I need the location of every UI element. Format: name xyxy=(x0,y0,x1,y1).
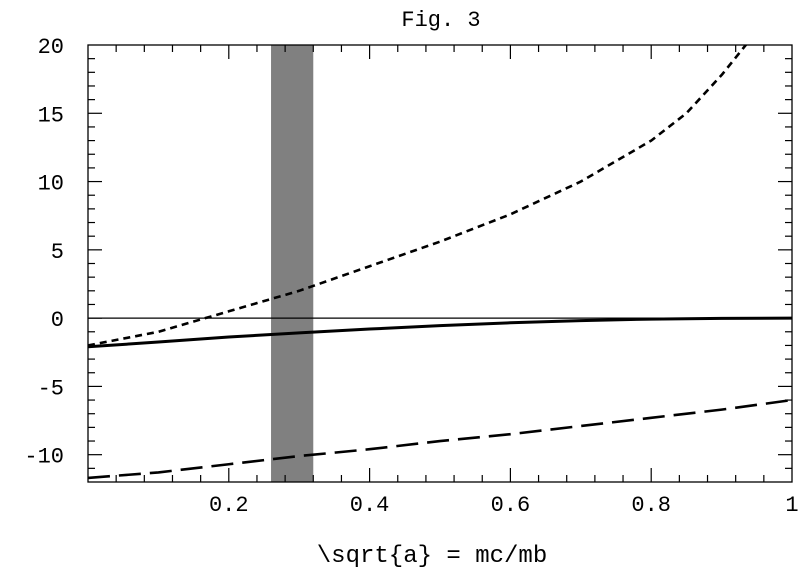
x-tick-label: 0.6 xyxy=(491,493,531,518)
x-tick-label: 0.4 xyxy=(350,493,390,518)
x-tick-label: 1 xyxy=(785,493,798,518)
y-tick-label: 20 xyxy=(38,35,64,60)
series-line-3 xyxy=(88,398,792,480)
y-tick-label: 10 xyxy=(38,172,64,197)
y-tick-label: 5 xyxy=(51,240,64,265)
chart-title: Fig. 3 xyxy=(401,8,480,33)
y-tick-label: -10 xyxy=(24,445,64,470)
y-tick-label: 15 xyxy=(38,103,64,128)
plot-frame xyxy=(87,44,793,483)
x-axis-label: \sqrt{a} = mc/mb xyxy=(317,543,547,570)
x-tick-label: 0.8 xyxy=(631,493,671,518)
x-tick-label: 0.2 xyxy=(209,493,249,518)
shaded-band xyxy=(271,45,314,482)
series-line-2 xyxy=(88,45,748,347)
y-tick-label: -5 xyxy=(38,376,64,401)
y-tick-label: 0 xyxy=(51,308,64,333)
series-line-1 xyxy=(88,316,792,349)
